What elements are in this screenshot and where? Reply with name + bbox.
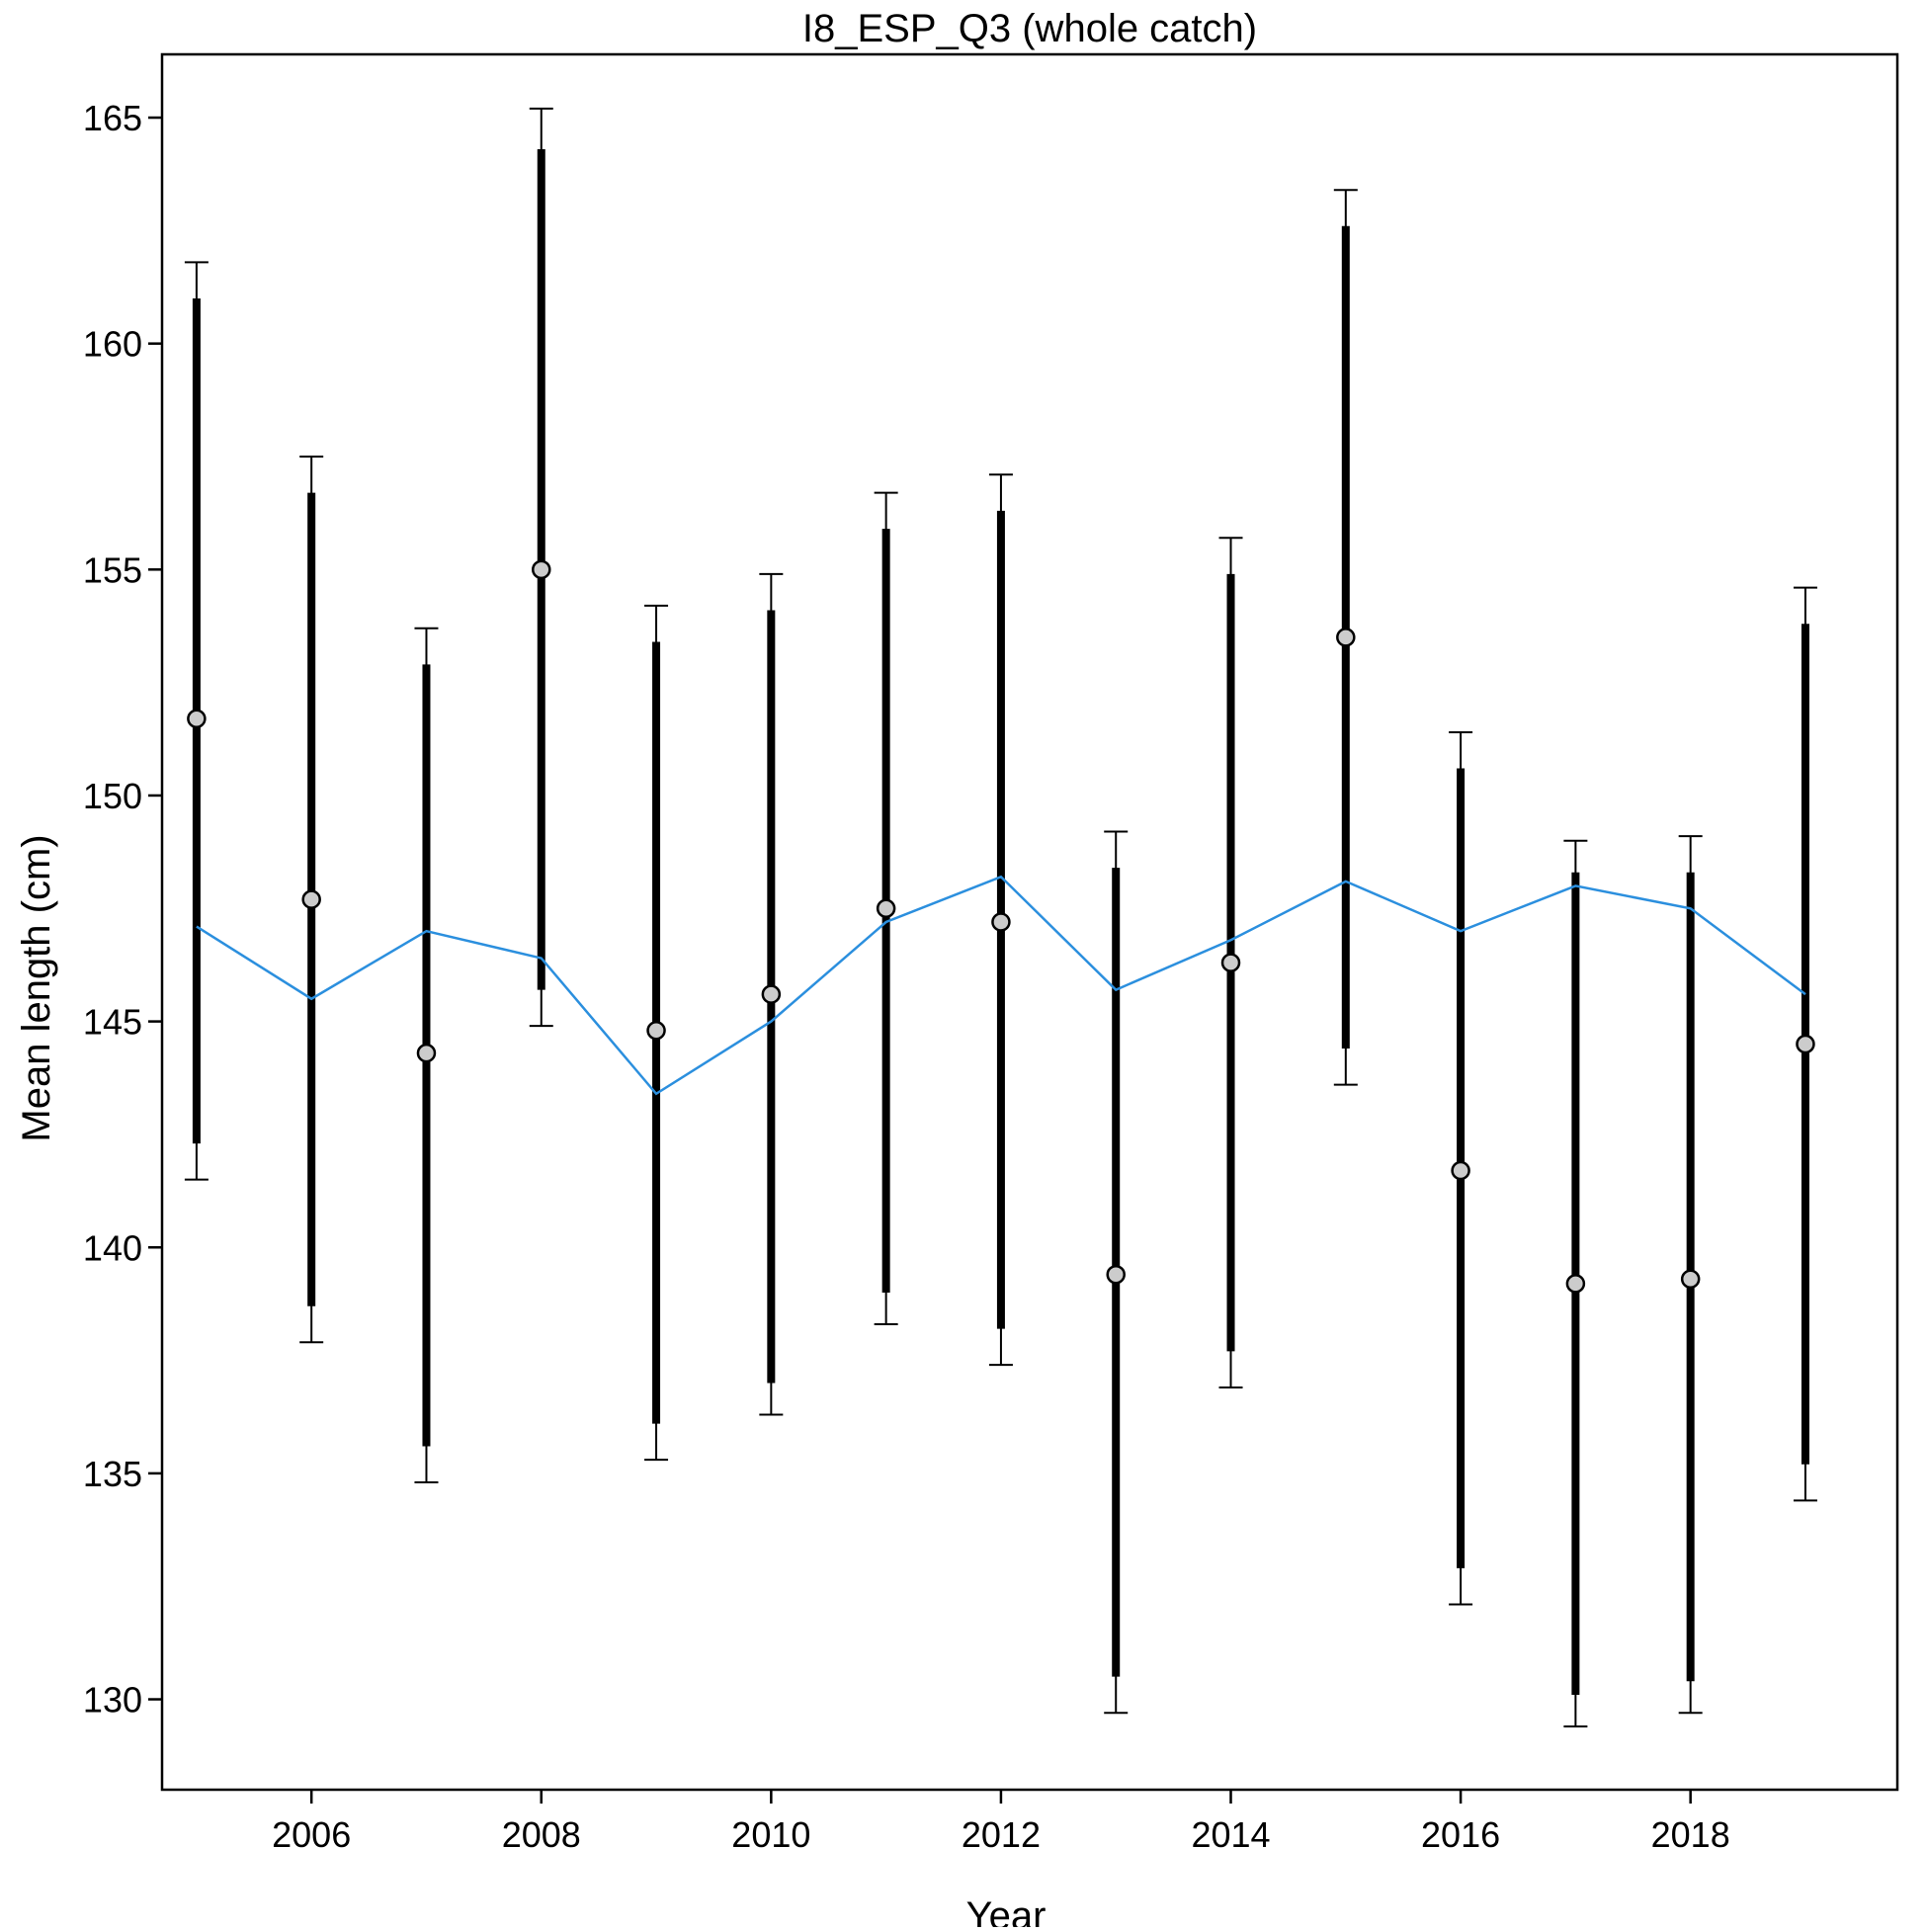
x-axis-title: Year xyxy=(966,1894,1047,1927)
observed-points-layer xyxy=(187,559,1815,1294)
y-tick-label: 130 xyxy=(83,1680,142,1721)
expected-line-layer xyxy=(196,875,1806,1096)
y-tick-label: 155 xyxy=(83,549,142,590)
observed-mean-point xyxy=(187,709,207,728)
x-tick-label: 2010 xyxy=(731,1814,810,1855)
observed-mean-point xyxy=(876,898,896,919)
x-tick-label: 2014 xyxy=(1191,1814,1270,1855)
chart-title: I8_ESP_Q3 (whole catch) xyxy=(802,7,1257,50)
plot-frame xyxy=(160,52,1899,1792)
observed-mean-point xyxy=(532,559,551,580)
observed-mean-point xyxy=(1565,1274,1586,1294)
expected-mean-line xyxy=(196,875,1806,1096)
observed-mean-point xyxy=(416,1043,437,1063)
observed-mean-point xyxy=(761,984,782,1004)
observed-mean-point xyxy=(1451,1160,1470,1181)
y-tick-label: 145 xyxy=(83,1002,142,1043)
observed-mean-point xyxy=(1336,628,1356,647)
y-tick-label: 160 xyxy=(83,324,142,365)
observed-mean-point xyxy=(1220,953,1241,972)
observed-mean-point xyxy=(1796,1034,1815,1054)
y-axis-title: Mean length (cm) xyxy=(15,834,58,1141)
y-tick-label: 140 xyxy=(83,1227,142,1268)
x-tick-label: 2006 xyxy=(272,1814,351,1855)
y-tick-label: 165 xyxy=(83,98,142,138)
observed-mean-point xyxy=(646,1021,666,1041)
observed-mean-point xyxy=(1680,1269,1701,1290)
y-tick-label: 135 xyxy=(83,1454,142,1494)
x-tick-label: 2018 xyxy=(1651,1814,1730,1855)
y-tick-label: 150 xyxy=(83,776,142,816)
observed-mean-point xyxy=(301,889,321,909)
x-tick-label: 2016 xyxy=(1421,1814,1500,1855)
x-tick-label: 2008 xyxy=(502,1814,581,1855)
axes-layer: 2006 2008 2010 2012 2014 2016 2018 130 135 140 145… xyxy=(83,98,1730,1855)
x-tick-label: 2012 xyxy=(962,1814,1041,1855)
observed-mean-point xyxy=(991,912,1011,932)
observed-mean-point xyxy=(1106,1264,1126,1285)
